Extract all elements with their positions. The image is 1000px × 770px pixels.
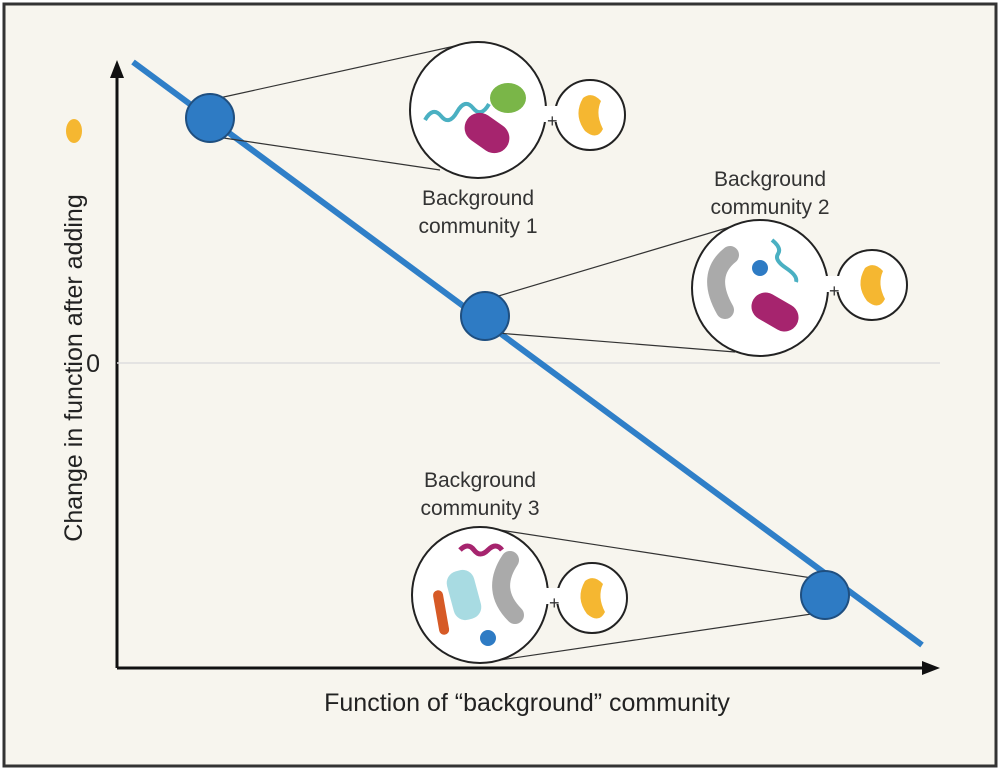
added-microbe-icon [66, 119, 82, 143]
community-3-bubble: + [411, 526, 628, 664]
svg-text:+: + [549, 593, 560, 613]
svg-text:+: + [829, 281, 840, 301]
community-label: community 2 [710, 196, 829, 219]
community-label: Background [422, 187, 534, 210]
community-label: Background [714, 168, 826, 191]
community-1-bubble: + [409, 41, 626, 179]
x-axis-label: Function of “background” community [324, 689, 730, 717]
community-label: community 1 [418, 215, 537, 238]
pointers [209, 45, 826, 661]
x-arrow [922, 661, 940, 675]
community-2-point [460, 291, 510, 341]
svg-text:+: + [547, 111, 558, 131]
community-label: Background [424, 469, 536, 492]
zero-label: 0 [86, 350, 100, 378]
y-axis-label: Change in function after adding [60, 194, 88, 541]
y-arrow [110, 60, 124, 78]
community-1-point [185, 93, 235, 143]
trend-line [131, 59, 924, 648]
community-2-bubble: + [691, 219, 908, 357]
community-3-point [800, 570, 850, 620]
community-label: community 3 [420, 497, 539, 520]
